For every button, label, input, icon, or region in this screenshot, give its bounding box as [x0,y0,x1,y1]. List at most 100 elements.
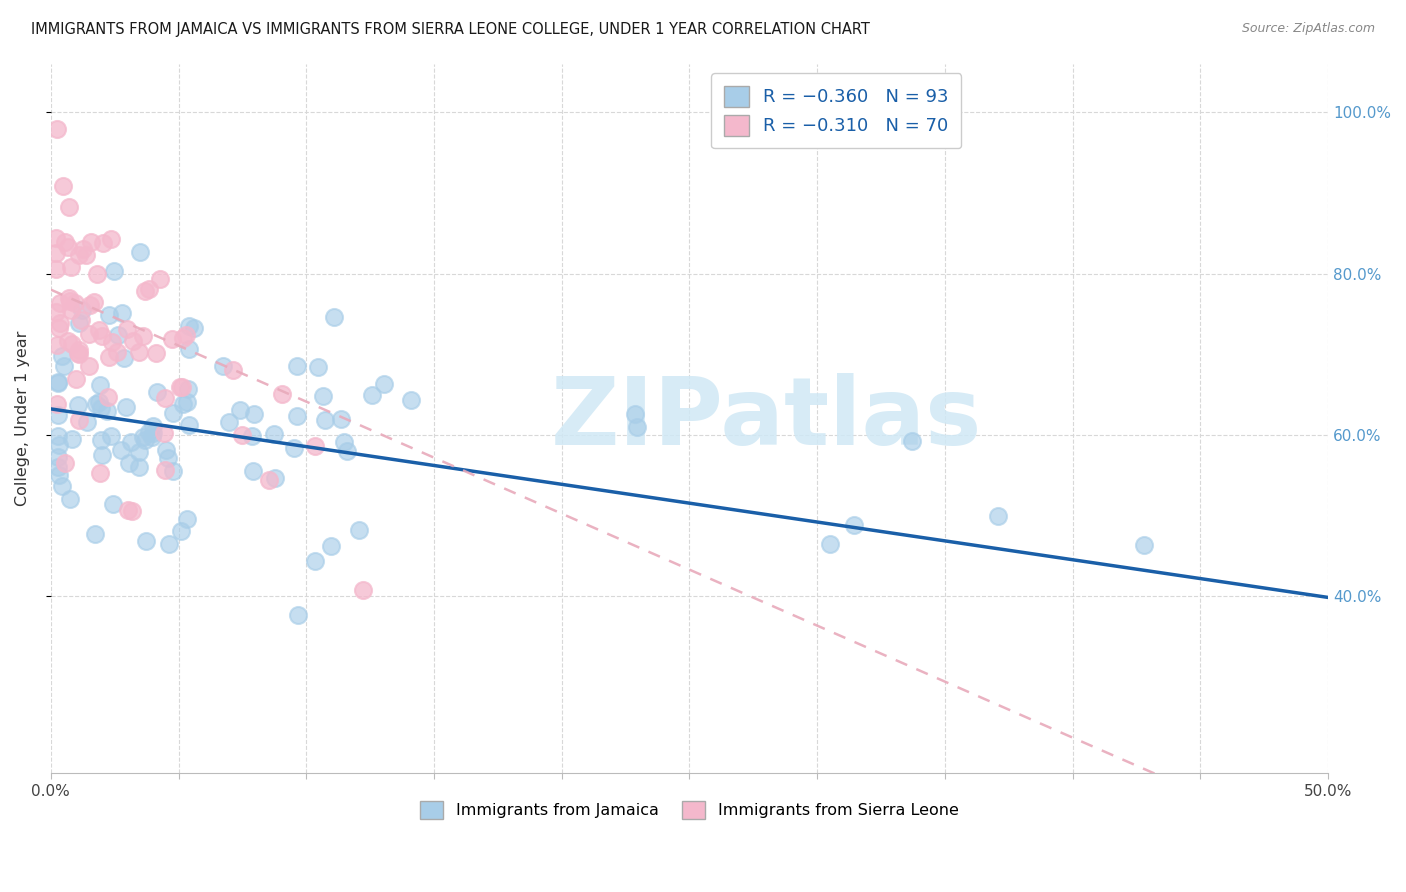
Point [98,350,121,364]
Point [264,471,287,485]
Point [157,451,180,466]
Text: Source: ZipAtlas.com: Source: ZipAtlas.com [1241,22,1375,36]
Point [132,430,155,444]
Point [65,372,87,386]
Point [141,430,163,444]
Point [89,378,111,392]
Point [46,397,69,411]
Point [115,400,138,414]
Point [79,298,101,312]
Point [77,326,100,341]
Point [48,408,70,422]
Point [48,460,70,475]
Point [76,415,98,429]
Point [101,334,124,349]
Point [45,246,67,260]
Point [170,524,193,539]
Point [153,426,176,441]
Point [112,351,135,366]
Point [120,435,142,450]
Point [242,464,264,478]
Point [63,296,86,310]
Point [117,503,139,517]
Point [283,441,305,455]
Point [177,382,200,396]
Point [90,448,112,462]
Point [46,338,69,352]
Point [48,429,70,443]
Point [51,350,73,364]
Point [285,359,308,373]
Point [45,121,67,136]
Point [155,443,177,458]
Point [145,385,167,400]
Point [128,459,150,474]
Point [59,293,82,308]
Point [172,397,194,411]
Point [121,334,143,348]
Point [67,345,90,359]
Point [48,450,70,465]
Point [149,271,172,285]
Point [91,329,114,343]
Legend: Immigrants from Jamaica, Immigrants from Sierra Leone: Immigrants from Jamaica, Immigrants from… [415,794,965,825]
Point [129,244,152,259]
Point [626,420,648,434]
Point [322,310,344,325]
Point [330,412,353,426]
Point [1133,537,1156,551]
Point [138,282,160,296]
Point [135,533,157,548]
Point [53,235,76,249]
Point [153,463,176,477]
Point [176,512,198,526]
Point [153,391,176,405]
Point [59,302,82,317]
Text: ZIPatlas: ZIPatlas [550,373,981,465]
Point [86,267,108,281]
Point [360,387,382,401]
Point [97,309,120,323]
Point [55,457,77,471]
Point [107,328,129,343]
Point [96,404,118,418]
Point [115,322,138,336]
Point [48,376,70,390]
Point [128,445,150,459]
Point [110,443,132,458]
Point [818,537,841,551]
Point [69,413,91,427]
Point [45,231,67,245]
Point [307,360,329,375]
Point [87,394,110,409]
Point [842,517,865,532]
Point [179,342,201,356]
Point [89,467,111,481]
Point [80,235,103,249]
Point [84,396,107,410]
Point [83,295,105,310]
Point [128,344,150,359]
Point [222,363,245,377]
Point [48,468,70,483]
Point [332,435,354,450]
Point [347,523,370,537]
Point [399,392,422,407]
Point [142,426,165,441]
Point [67,316,90,330]
Point [263,426,285,441]
Point [304,554,326,568]
Point [67,397,90,411]
Point [48,321,70,335]
Point [218,416,240,430]
Point [100,428,122,442]
Point [83,527,105,541]
Point [121,504,143,518]
Point [101,497,124,511]
Point [287,608,309,623]
Point [987,508,1010,523]
Point [179,417,201,432]
Point [70,302,93,317]
Y-axis label: College, Under 1 year: College, Under 1 year [15,331,30,507]
Point [90,401,112,415]
